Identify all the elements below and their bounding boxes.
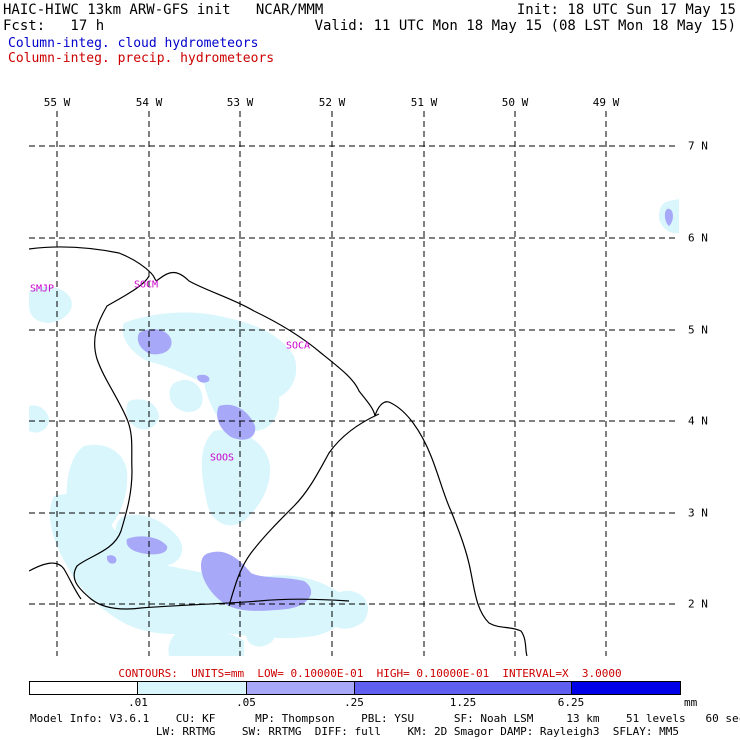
colorbar-label-01: .01 [128,696,148,709]
colorbar-swatch-25-625 [353,682,571,694]
lon-label-52w: 52 W [318,96,346,109]
colorbar-swatch-above-625 [570,682,680,694]
lat-label-6n: 6 N [688,231,708,245]
colorbar-label-25: .25 [344,696,364,709]
model-info-line1: Model Info: V3.6.1 CU: KF MP: Thompson P… [30,712,740,725]
lon-label-49w: 49 W [592,96,620,109]
lon-label-55w: 55 W [43,96,71,109]
colorbar-label-125: 1.25 [449,696,477,709]
station-socm: SOCM [133,279,159,291]
plot-title: HAIC-HIWC 13km ARW-GFS init NCAR/MMM [3,2,324,18]
forecast-hour: Fcst: 17 h [3,18,105,34]
colorbar-label-05: .05 [236,696,256,709]
station-soos: SOOS [209,452,235,464]
colorbar-label-625: 6.25 [557,696,585,709]
lon-label-50w: 50 W [501,96,529,109]
colorbar-swatch-01-05 [137,682,246,694]
precip-field [106,208,673,611]
lon-label-53w: 53 W [226,96,254,109]
map-panel [29,111,679,656]
colorbar [29,681,681,695]
lon-label-54w: 54 W [135,96,163,109]
contours-info: CONTOURS: UNITS=mm LOW= 0.10000E-01 HIGH… [118,667,622,680]
colorbar-swatch-05-25 [245,682,354,694]
lat-label-5n: 5 N [688,323,708,337]
legend-precip-hydrometeors: Column-integ. precip. hydrometeors [8,51,275,66]
lat-lon-grid [29,111,679,656]
lat-label-3n: 3 N [688,506,708,520]
station-smjp: SMJP [29,283,55,295]
lat-label-7n: 7 N [688,139,708,153]
init-time: Init: 18 UTC Sun 17 May 15 [516,2,736,18]
legend-cloud-hydrometeors: Column-integ. cloud hydrometeors [8,36,259,51]
lat-label-4n: 4 N [688,414,708,428]
model-info-line2: LW: RRTMG SW: RRTMG DIFF: full KM: 2D Sm… [30,725,680,738]
colorbar-unit: mm [684,696,698,709]
valid-time: Valid: 11 UTC Mon 18 May 15 (08 LST Mon … [314,18,736,34]
lat-label-2n: 2 N [688,597,708,611]
station-soca: SOCA [285,340,311,352]
colorbar-swatch-below-01 [30,682,138,694]
lon-label-51w: 51 W [410,96,438,109]
coastline-and-borders [29,246,528,656]
